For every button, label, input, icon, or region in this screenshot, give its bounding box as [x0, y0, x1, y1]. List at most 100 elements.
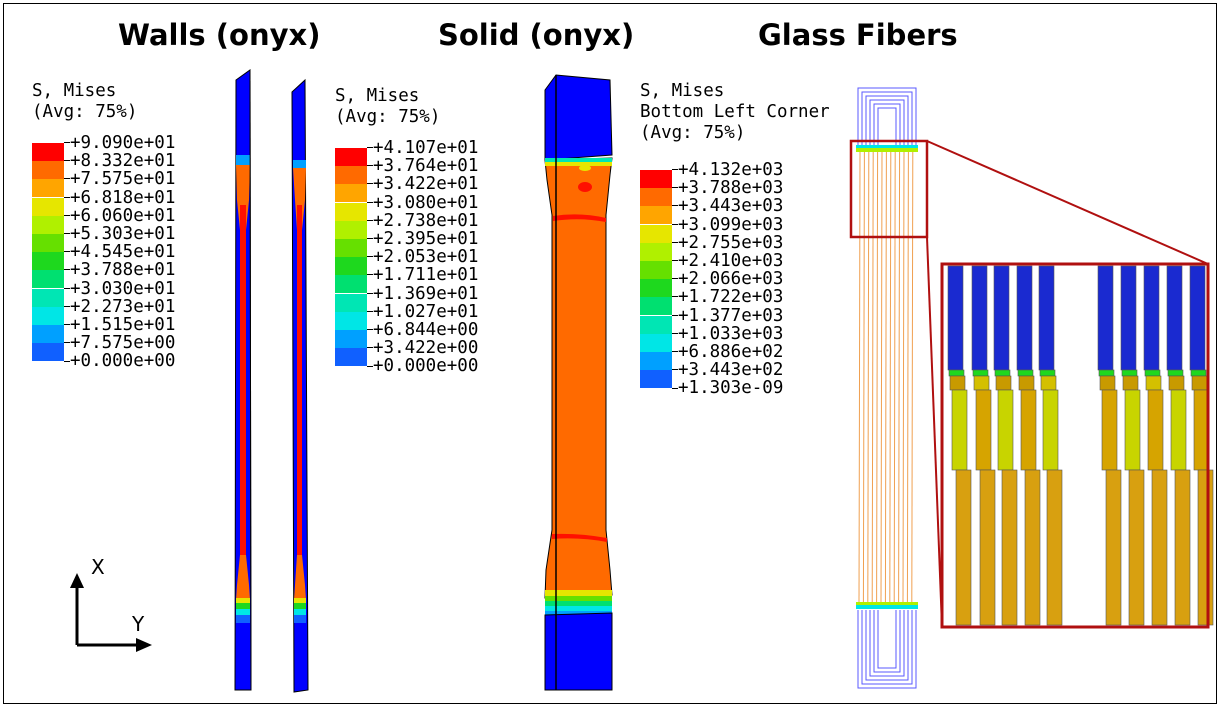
- legend-swatch: [32, 343, 64, 362]
- inset-fiber-segment: [1046, 469, 1063, 626]
- inset-fiber-segment: [1099, 375, 1116, 391]
- inset-fiber-segment: [1170, 389, 1187, 471]
- fiber-line: [884, 149, 887, 606]
- fiber-line: [898, 149, 901, 606]
- legend-tick: [64, 160, 70, 162]
- legend-tick: [672, 260, 678, 261]
- inset-fiber-segment: [1166, 265, 1183, 371]
- legend-swatch: [32, 252, 64, 271]
- legend-value: +2.395e+01: [373, 229, 479, 249]
- legend-swatch: [32, 288, 64, 307]
- legend-tick: [367, 310, 373, 312]
- inset-fiber: [1038, 265, 1063, 626]
- legend-swatch: [335, 166, 367, 185]
- legend-tick: [367, 329, 373, 330]
- legend-swatch: [335, 257, 367, 276]
- legend-tick: [672, 169, 678, 170]
- legend-swatch: [335, 293, 367, 312]
- inset-fiber-segment: [1174, 469, 1191, 626]
- legend-value: +3.443e+02: [678, 360, 784, 381]
- legend-tick: [672, 314, 678, 316]
- legend-swatch: [32, 270, 64, 289]
- fiber-line: [876, 149, 879, 606]
- legend-swatch: [32, 234, 64, 252]
- title-solid: Solid (onyx): [438, 18, 635, 52]
- legend-value: +0.000e+00: [70, 351, 176, 372]
- legend-swatch: [32, 179, 64, 198]
- inset-fiber-segment: [1143, 265, 1160, 371]
- legend-value: +3.788e+03: [678, 178, 784, 199]
- legend-header-line: Bottom Left Corner: [640, 102, 830, 122]
- legend-value: +3.443e+03: [678, 196, 784, 217]
- inset-fiber-segment: [948, 369, 965, 377]
- legend-swatch: [32, 197, 64, 216]
- legend-tick: [64, 178, 70, 180]
- inset-fiber-segment: [955, 469, 972, 626]
- legend-value: +1.515e+01: [70, 315, 176, 335]
- legend-swatch: [335, 311, 367, 330]
- legend-value: +0.000e+00: [373, 356, 479, 377]
- legend-swatch: [335, 184, 367, 203]
- legend-value: +3.422e+00: [373, 338, 479, 359]
- legend-value: +3.764e+01: [373, 156, 479, 177]
- legend-value: +1.369e+01: [373, 283, 479, 304]
- legend-swatch: [335, 330, 367, 348]
- fiber-line: [880, 149, 883, 606]
- inset-fiber-segment: [1128, 469, 1145, 626]
- legend-tick: [64, 233, 70, 234]
- glass-fiber-bundle: [849, 87, 1209, 689]
- legend-tick: [672, 187, 678, 189]
- inset-fiber-segment: [1017, 369, 1034, 377]
- legend-value: +2.755e+03: [678, 232, 784, 253]
- inset-fiber: [1097, 265, 1122, 626]
- legend-tick: [367, 183, 373, 185]
- legend-tick: [672, 278, 678, 280]
- inset-fiber: [1166, 265, 1191, 626]
- legend-swatch: [335, 348, 367, 367]
- inset-fiber-segment: [1042, 389, 1059, 471]
- legend-swatch: [640, 242, 672, 261]
- legend-value: +1.722e+03: [678, 287, 784, 308]
- legend-swatch: [640, 206, 672, 225]
- legend-tick: [64, 361, 70, 363]
- legend-tick: [672, 388, 678, 390]
- inset-fiber-segment: [979, 469, 996, 626]
- legend-tick: [672, 369, 678, 371]
- legend-value: +6.844e+00: [373, 320, 479, 340]
- legend-swatch: [32, 325, 64, 343]
- legend-value: +3.030e+01: [70, 278, 176, 299]
- axis-triad: [70, 573, 152, 652]
- legend-tick: [64, 269, 70, 271]
- inset-fiber-segment: [1197, 469, 1214, 626]
- inset-fiber-segment: [1016, 265, 1033, 371]
- inset-fiber: [1189, 265, 1214, 626]
- inset-fiber-segment: [947, 265, 964, 371]
- legend-value: +9.090e+01: [70, 133, 176, 153]
- legend-header-line: S, Mises: [335, 86, 420, 106]
- inset-fiber-segment: [1097, 265, 1114, 371]
- inset-fiber-segment: [1168, 375, 1185, 391]
- inset-fiber-segment: [1145, 375, 1162, 391]
- legend-header-line: S, Mises: [32, 81, 117, 101]
- legend-swatch: [640, 279, 672, 298]
- legend-value: +5.303e+01: [70, 224, 176, 244]
- legend-tick: [672, 332, 678, 334]
- legend-swatch: [640, 224, 672, 243]
- legend-swatch: [335, 148, 367, 166]
- legend-swatch: [335, 239, 367, 257]
- legend-value: +1.303e-09: [678, 378, 784, 399]
- legend-value: +2.053e+01: [373, 247, 479, 268]
- legend-value: +3.788e+01: [70, 260, 176, 281]
- legend-tick: [367, 256, 373, 258]
- legend-value: +1.033e+03: [678, 323, 784, 344]
- figure-frame: [3, 3, 1217, 704]
- inset-fiber: [1016, 265, 1041, 626]
- inset-fiber: [947, 265, 972, 626]
- inset-fiber: [993, 265, 1018, 626]
- inset-fiber-segment: [1122, 375, 1139, 391]
- inset-fiber-segment: [1151, 469, 1168, 626]
- legend-tick: [64, 342, 70, 344]
- inset-fiber-segment: [1190, 369, 1207, 377]
- legend-swatch: [32, 143, 64, 161]
- legend-tick: [672, 223, 678, 225]
